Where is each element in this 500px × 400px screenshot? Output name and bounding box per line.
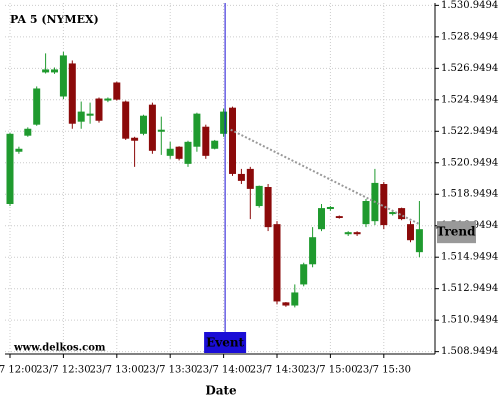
candle-body bbox=[193, 113, 201, 147]
candle-body bbox=[380, 184, 388, 226]
candle-body bbox=[202, 126, 210, 156]
candle-body bbox=[86, 113, 94, 116]
candle-body bbox=[282, 302, 290, 306]
candle-body bbox=[273, 224, 281, 302]
candle-body bbox=[326, 206, 334, 210]
candle-body bbox=[157, 129, 165, 132]
x-tick-label: 23/7 13:30 bbox=[143, 365, 197, 376]
candle-body bbox=[184, 141, 192, 164]
x-tick-label: 23/7 14:00 bbox=[196, 365, 250, 376]
y-tick-label: 1.528.9494 bbox=[441, 31, 498, 42]
y-tick-label: 1.512.9494 bbox=[441, 283, 498, 294]
candle-body bbox=[415, 229, 423, 253]
x-tick-label: 23/7 15:00 bbox=[303, 365, 357, 376]
candle-body bbox=[237, 173, 245, 181]
candle-body bbox=[318, 208, 325, 230]
candle-body bbox=[122, 101, 130, 139]
candle-body bbox=[104, 98, 112, 101]
trend-label-box bbox=[437, 221, 476, 244]
candle-body bbox=[15, 148, 23, 152]
candle-body bbox=[113, 82, 121, 100]
trend-line bbox=[230, 128, 420, 226]
candle-body bbox=[264, 186, 272, 228]
event-label: Event bbox=[206, 336, 244, 350]
y-tick-label: 1.526.9494 bbox=[441, 63, 498, 74]
x-tick-label: 23/7 15:30 bbox=[357, 365, 411, 376]
candle-body bbox=[33, 88, 41, 125]
candle-body bbox=[398, 208, 406, 220]
candle-body bbox=[309, 237, 317, 265]
candle-body bbox=[175, 146, 183, 159]
candle-body bbox=[229, 107, 236, 174]
candle-body bbox=[131, 137, 139, 141]
candle-body bbox=[220, 111, 228, 134]
candle-body bbox=[6, 133, 14, 204]
candle-body bbox=[51, 69, 58, 73]
candle-body bbox=[140, 115, 147, 134]
candle-body bbox=[24, 128, 32, 136]
candle-body bbox=[148, 104, 156, 151]
event-label-box bbox=[204, 332, 247, 353]
chart-title: PA 5 (NYMEX) bbox=[10, 13, 99, 26]
candle-body bbox=[77, 111, 85, 122]
trend-label: Trend bbox=[436, 225, 476, 239]
x-tick-label: 23/7 12:30 bbox=[36, 365, 90, 376]
candle-body bbox=[407, 224, 414, 241]
watermark: www.delkos.com bbox=[13, 343, 106, 354]
y-tick-label: 1.524.9494 bbox=[441, 94, 498, 105]
candle-body bbox=[59, 55, 67, 97]
y-tick-label: 1.520.9494 bbox=[441, 157, 498, 168]
candle-body bbox=[42, 69, 50, 73]
candle-body bbox=[362, 201, 370, 225]
y-tick-label: 1.518.9494 bbox=[441, 189, 498, 200]
x-tick-label: 23/7 13:00 bbox=[90, 365, 144, 376]
candle-body bbox=[211, 140, 219, 149]
candle-body bbox=[335, 216, 343, 219]
candle-body bbox=[353, 232, 361, 235]
y-tick-label: 1.508.9494 bbox=[441, 346, 498, 357]
x-tick-label: 23/7 14:30 bbox=[250, 365, 304, 376]
candle-body bbox=[68, 63, 76, 124]
y-tick-label: 1.510.9494 bbox=[441, 315, 498, 326]
candle-body bbox=[300, 264, 308, 285]
y-tick-label: 1.530.9494 bbox=[441, 0, 498, 11]
x-tick-label: 23/7 12:00 bbox=[0, 365, 37, 376]
candle-body bbox=[166, 148, 174, 156]
candle-body bbox=[95, 98, 103, 121]
y-tick-label: 1.522.9494 bbox=[441, 126, 498, 137]
candle-body bbox=[344, 232, 352, 235]
y-tick-label: 1.514.9494 bbox=[441, 252, 498, 263]
candle-body bbox=[389, 212, 397, 215]
candle-body bbox=[246, 168, 254, 189]
x-axis-title: Date bbox=[205, 384, 237, 398]
candle-body bbox=[255, 185, 263, 207]
candle-body bbox=[291, 292, 299, 306]
